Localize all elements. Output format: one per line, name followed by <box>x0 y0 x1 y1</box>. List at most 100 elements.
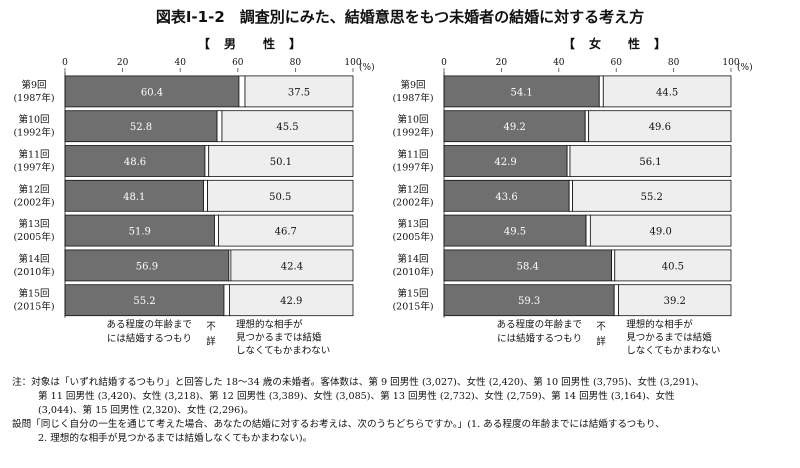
female-value-s0-4: 49.5 <box>504 227 526 238</box>
male-x-tick-20: 20 <box>117 58 129 68</box>
male-panel-title: 【 男 性 】 <box>198 37 303 51</box>
female-legend-b-line1: 不 <box>596 322 606 333</box>
male-row-label-3: 第12回 <box>18 183 49 195</box>
notes: 注：対象は「いずれ結婚するつもり」と回答した 18～34 歳の未婚者。客体数は、… <box>12 376 788 446</box>
female-bar-s0-1 <box>443 110 586 143</box>
male-legend-c-line3: しなくてもかまわない <box>236 346 330 357</box>
female-chart-svg: 0 20 40 60 80 100(%)第9回(1987年) 54.1 44.5第10回(19… <box>392 58 752 357</box>
male-value-s0-1: 52.8 <box>130 122 152 133</box>
male-x-tick-60: 60 <box>232 58 244 68</box>
female-value-s0-3: 43.6 <box>495 192 517 203</box>
female-bar-s1-6 <box>613 284 619 317</box>
female-value-s0-6: 59.3 <box>518 296 540 307</box>
female-bar-s0-2 <box>443 145 568 177</box>
female-value-s2-6: 39.2 <box>664 296 686 307</box>
male-legend-b-line2: 詳 <box>206 336 216 348</box>
female-x-tick-20: 20 <box>496 58 508 68</box>
female-bar-s1-5 <box>611 249 616 282</box>
male-row-year-3: (2002年) <box>13 196 54 208</box>
male-value-s2-1: 45.5 <box>276 122 298 133</box>
female-bar-s1-2 <box>566 145 571 177</box>
female-bar-s1-4 <box>585 214 591 247</box>
male-row-year-6: (2015年) <box>13 301 54 313</box>
note-line-4: 設問「同じく自分の一生を通じて考えた場合、あなたの結婚に対するお考えは、次のうち… <box>12 419 665 430</box>
female-legend-c-line2: 見つかるまでは結婚 <box>626 332 712 344</box>
female-row-label-1: 第10回 <box>397 114 428 126</box>
female-row-year-6: (2015年) <box>392 301 433 313</box>
female-row-year-5: (2010年) <box>392 266 433 278</box>
male-row-year-1: (1992年) <box>13 127 54 139</box>
male-row-label-5: 第14回 <box>18 253 49 265</box>
female-bar-s0-3 <box>443 179 570 212</box>
female-x-tick-100: 100 <box>722 58 739 68</box>
male-legend-b-line1: 不 <box>206 322 216 333</box>
female-panel-title: 【 女 性 】 <box>563 37 668 51</box>
female-legend-a-line2: には結婚するつもり <box>497 333 582 345</box>
female-x-tick-0: 0 <box>441 58 447 68</box>
male-value-s2-4: 46.7 <box>275 227 297 238</box>
male-value-s0-6: 55.2 <box>133 296 155 307</box>
female-bar-s2-6 <box>618 284 732 317</box>
male-legend-c-line1: 理想的な相手が <box>236 319 303 331</box>
female-bar-s1-3 <box>568 179 573 212</box>
male-bar-s2-2 <box>208 145 354 177</box>
male-bar-s2-5 <box>230 249 354 282</box>
female-row-label-3: 第12回 <box>397 183 428 195</box>
male-bar-s0-3 <box>64 179 204 212</box>
male-bar-s1-6 <box>223 284 230 317</box>
male-bar-s0-0 <box>64 75 240 108</box>
male-row-label-2: 第11回 <box>18 149 49 161</box>
female-x-tick-60: 60 <box>610 58 622 68</box>
male-row-year-2: (1997年) <box>13 162 54 174</box>
female-value-s2-3: 55.2 <box>641 192 663 203</box>
female-bar-s1-1 <box>584 110 590 143</box>
male-legend-a-line1: ある程度の年齢まで <box>106 319 192 331</box>
male-bar-s2-0 <box>244 75 354 108</box>
male-row-year-0: (1987年) <box>13 92 54 104</box>
female-bar-s2-4 <box>589 214 732 247</box>
female-row-label-2: 第11回 <box>397 149 428 161</box>
female-bar-s2-1 <box>588 110 732 143</box>
male-x-tick-100: 100 <box>344 58 361 68</box>
male-chart-svg: 0 20 40 60 80 100(%)第9回(1987年) 60.4 37.5第10回(19… <box>13 58 374 357</box>
female-chart: 0 20 40 60 80 100 (%) 第9回 (1987年) 54.1 44.5 第10回 (19… <box>392 56 787 371</box>
male-bar-s2-3 <box>207 179 354 212</box>
female-legend-c-line3: しなくてもかまわない <box>626 346 720 357</box>
female-value-s0-0: 54.1 <box>511 87 533 98</box>
female-row-label-0: 第9回 <box>400 79 425 91</box>
female-value-s2-5: 40.5 <box>662 261 684 272</box>
male-bar-s2-6 <box>229 284 354 317</box>
female-value-s0-2: 42.9 <box>494 157 516 168</box>
male-value-s0-2: 48.6 <box>124 157 146 168</box>
female-row-year-4: (2005年) <box>392 231 433 243</box>
figure-title: 図表Ⅰ-1-2 調査別にみた、結婚意思をもつ未婚者の結婚に対する考え方 <box>155 8 645 26</box>
male-row-year-4: (2005年) <box>13 231 54 243</box>
female-x-tick-40: 40 <box>553 58 565 68</box>
male-bar-s0-6 <box>64 284 225 317</box>
female-bar-s0-4 <box>443 214 587 247</box>
male-bar-s2-4 <box>218 214 354 247</box>
male-value-s2-5: 42.4 <box>281 261 303 272</box>
male-bar-s0-4 <box>64 214 215 247</box>
female-legend-a-line1: ある程度の年齢まで <box>497 319 583 331</box>
female-row-year-1: (1992年) <box>392 127 433 139</box>
male-x-tick-80: 80 <box>290 58 302 68</box>
male-x-tick-40: 40 <box>174 58 186 68</box>
male-value-s2-2: 50.1 <box>270 157 292 168</box>
female-value-s0-5: 58.4 <box>517 261 539 272</box>
male-row-year-5: (2010年) <box>13 266 54 278</box>
female-row-year-0: (1987年) <box>392 92 433 104</box>
male-value-s2-3: 50.5 <box>269 192 291 203</box>
female-legend-b-line2: 詳 <box>596 336 606 348</box>
male-bar-s0-2 <box>64 145 206 177</box>
male-chart: 0 20 40 60 80 100 (%) 第9回 (1987年) 60.4 37.5 第10回 (19… <box>12 56 392 371</box>
male-bar-s1-1 <box>216 110 223 143</box>
female-bar-s2-0 <box>602 75 732 108</box>
female-value-s0-1: 49.2 <box>503 122 525 133</box>
male-value-s2-0: 37.5 <box>288 87 310 98</box>
female-value-s2-4: 49.0 <box>650 227 672 238</box>
male-row-label-0: 第9回 <box>21 79 46 91</box>
female-bar-s2-2 <box>569 145 732 177</box>
female-row-year-3: (2002年) <box>392 196 433 208</box>
female-row-label-5: 第14回 <box>397 253 428 265</box>
